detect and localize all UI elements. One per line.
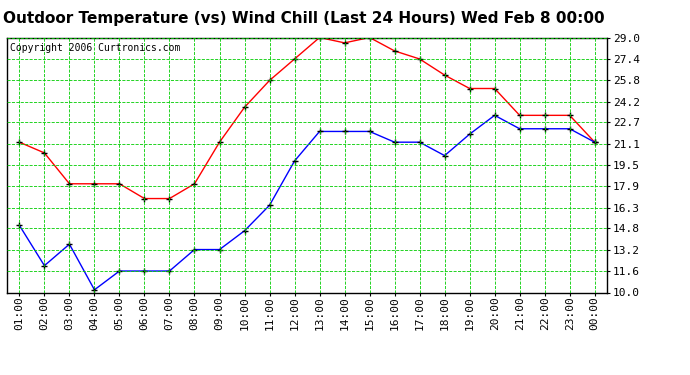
Text: Copyright 2006 Curtronics.com: Copyright 2006 Curtronics.com: [10, 43, 180, 52]
Text: Outdoor Temperature (vs) Wind Chill (Last 24 Hours) Wed Feb 8 00:00: Outdoor Temperature (vs) Wind Chill (Las…: [3, 11, 604, 26]
